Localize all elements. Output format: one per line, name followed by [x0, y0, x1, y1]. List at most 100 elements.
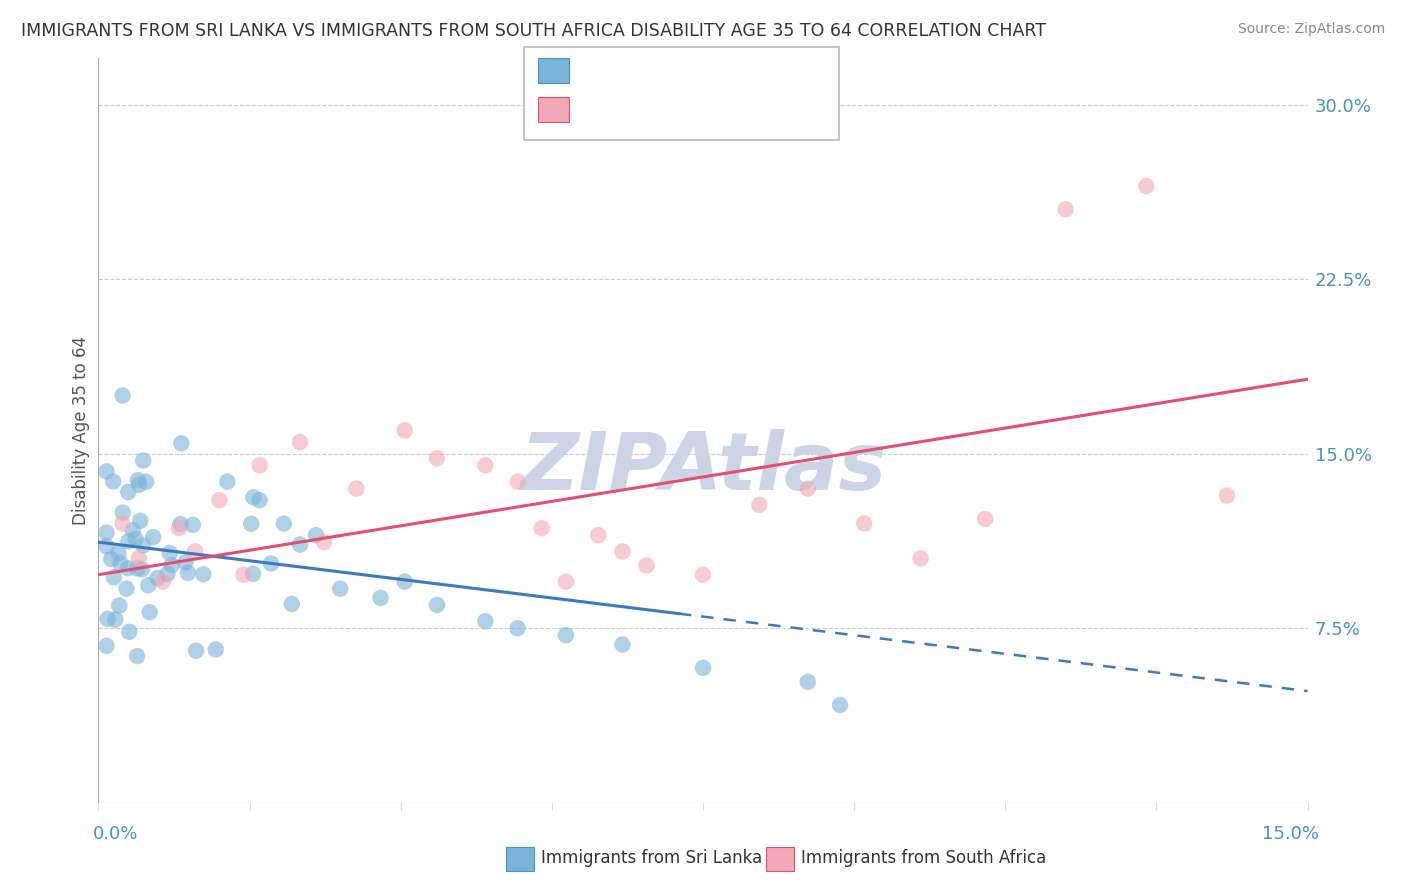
- Point: [426, 451, 449, 466]
- Point: [555, 628, 578, 642]
- Point: [128, 551, 150, 566]
- Point: [193, 567, 215, 582]
- Point: [586, 528, 609, 542]
- Point: [96, 539, 118, 553]
- Point: [426, 598, 449, 612]
- Point: [138, 605, 160, 619]
- Point: [273, 516, 295, 531]
- Point: [612, 544, 634, 558]
- Point: [1054, 202, 1077, 217]
- Point: [167, 521, 190, 535]
- Point: [474, 614, 496, 628]
- Point: [160, 558, 183, 573]
- Point: [288, 435, 311, 450]
- Text: IMMIGRANTS FROM SRI LANKA VS IMMIGRANTS FROM SOUTH AFRICA DISABILITY AGE 35 TO 6: IMMIGRANTS FROM SRI LANKA VS IMMIGRANTS …: [21, 22, 1046, 40]
- Point: [132, 539, 155, 553]
- Point: [910, 551, 932, 566]
- Point: [242, 566, 264, 581]
- Point: [260, 557, 283, 571]
- Point: [169, 517, 191, 532]
- Point: [242, 491, 264, 505]
- Point: [692, 661, 714, 675]
- Point: [974, 512, 997, 526]
- Point: [853, 516, 876, 531]
- Point: [240, 516, 263, 531]
- Point: [129, 514, 152, 528]
- Point: [184, 644, 207, 658]
- Text: 15.0%: 15.0%: [1263, 825, 1319, 843]
- Point: [530, 521, 553, 535]
- Point: [474, 458, 496, 473]
- Point: [118, 624, 141, 639]
- Point: [127, 561, 149, 575]
- Point: [170, 436, 193, 450]
- Point: [121, 524, 143, 538]
- Point: [174, 555, 197, 569]
- Point: [314, 535, 336, 549]
- Point: [103, 475, 125, 489]
- Point: [100, 552, 122, 566]
- Point: [612, 638, 634, 652]
- Point: [281, 597, 304, 611]
- Y-axis label: Disability Age 35 to 64: Disability Age 35 to 64: [72, 336, 90, 524]
- Point: [96, 525, 118, 540]
- Point: [131, 562, 153, 576]
- Text: Immigrants from South Africa: Immigrants from South Africa: [801, 849, 1046, 867]
- Point: [104, 613, 127, 627]
- Point: [111, 388, 134, 402]
- Point: [249, 458, 271, 473]
- Point: [115, 582, 138, 596]
- Point: [107, 546, 129, 560]
- Point: [204, 642, 226, 657]
- Point: [370, 591, 392, 605]
- Point: [152, 574, 174, 589]
- Point: [117, 485, 139, 500]
- Text: R = -0.101  N = 66: R = -0.101 N = 66: [581, 62, 766, 79]
- Point: [110, 556, 132, 570]
- Point: [828, 698, 851, 712]
- Text: ZIPAtlas: ZIPAtlas: [520, 429, 886, 507]
- Point: [232, 567, 254, 582]
- Point: [97, 612, 120, 626]
- Point: [136, 578, 159, 592]
- Point: [111, 516, 134, 531]
- Point: [135, 475, 157, 489]
- Text: Source: ZipAtlas.com: Source: ZipAtlas.com: [1237, 22, 1385, 37]
- Point: [288, 538, 311, 552]
- Point: [124, 532, 146, 546]
- Point: [329, 582, 352, 596]
- Point: [117, 534, 139, 549]
- Point: [117, 561, 139, 575]
- Point: [181, 517, 204, 532]
- Point: [103, 570, 125, 584]
- Point: [748, 498, 770, 512]
- Text: Immigrants from Sri Lanka: Immigrants from Sri Lanka: [541, 849, 762, 867]
- Point: [127, 473, 149, 487]
- Point: [555, 574, 578, 589]
- Text: 0.0%: 0.0%: [93, 825, 138, 843]
- Point: [394, 423, 416, 437]
- Point: [111, 506, 134, 520]
- Point: [394, 574, 416, 589]
- Point: [146, 571, 169, 585]
- Point: [636, 558, 658, 573]
- Point: [96, 464, 118, 478]
- Point: [156, 566, 179, 581]
- Point: [108, 599, 131, 613]
- Point: [177, 566, 200, 580]
- Point: [506, 621, 529, 635]
- Point: [797, 674, 820, 689]
- Point: [1135, 179, 1157, 194]
- Point: [159, 546, 181, 560]
- Point: [132, 453, 155, 467]
- Point: [249, 493, 271, 508]
- Point: [217, 475, 239, 489]
- Point: [128, 477, 150, 491]
- Point: [142, 530, 165, 544]
- Point: [96, 639, 118, 653]
- Point: [208, 493, 231, 508]
- Point: [797, 482, 820, 496]
- Point: [184, 544, 207, 558]
- Point: [692, 567, 714, 582]
- Point: [305, 528, 328, 542]
